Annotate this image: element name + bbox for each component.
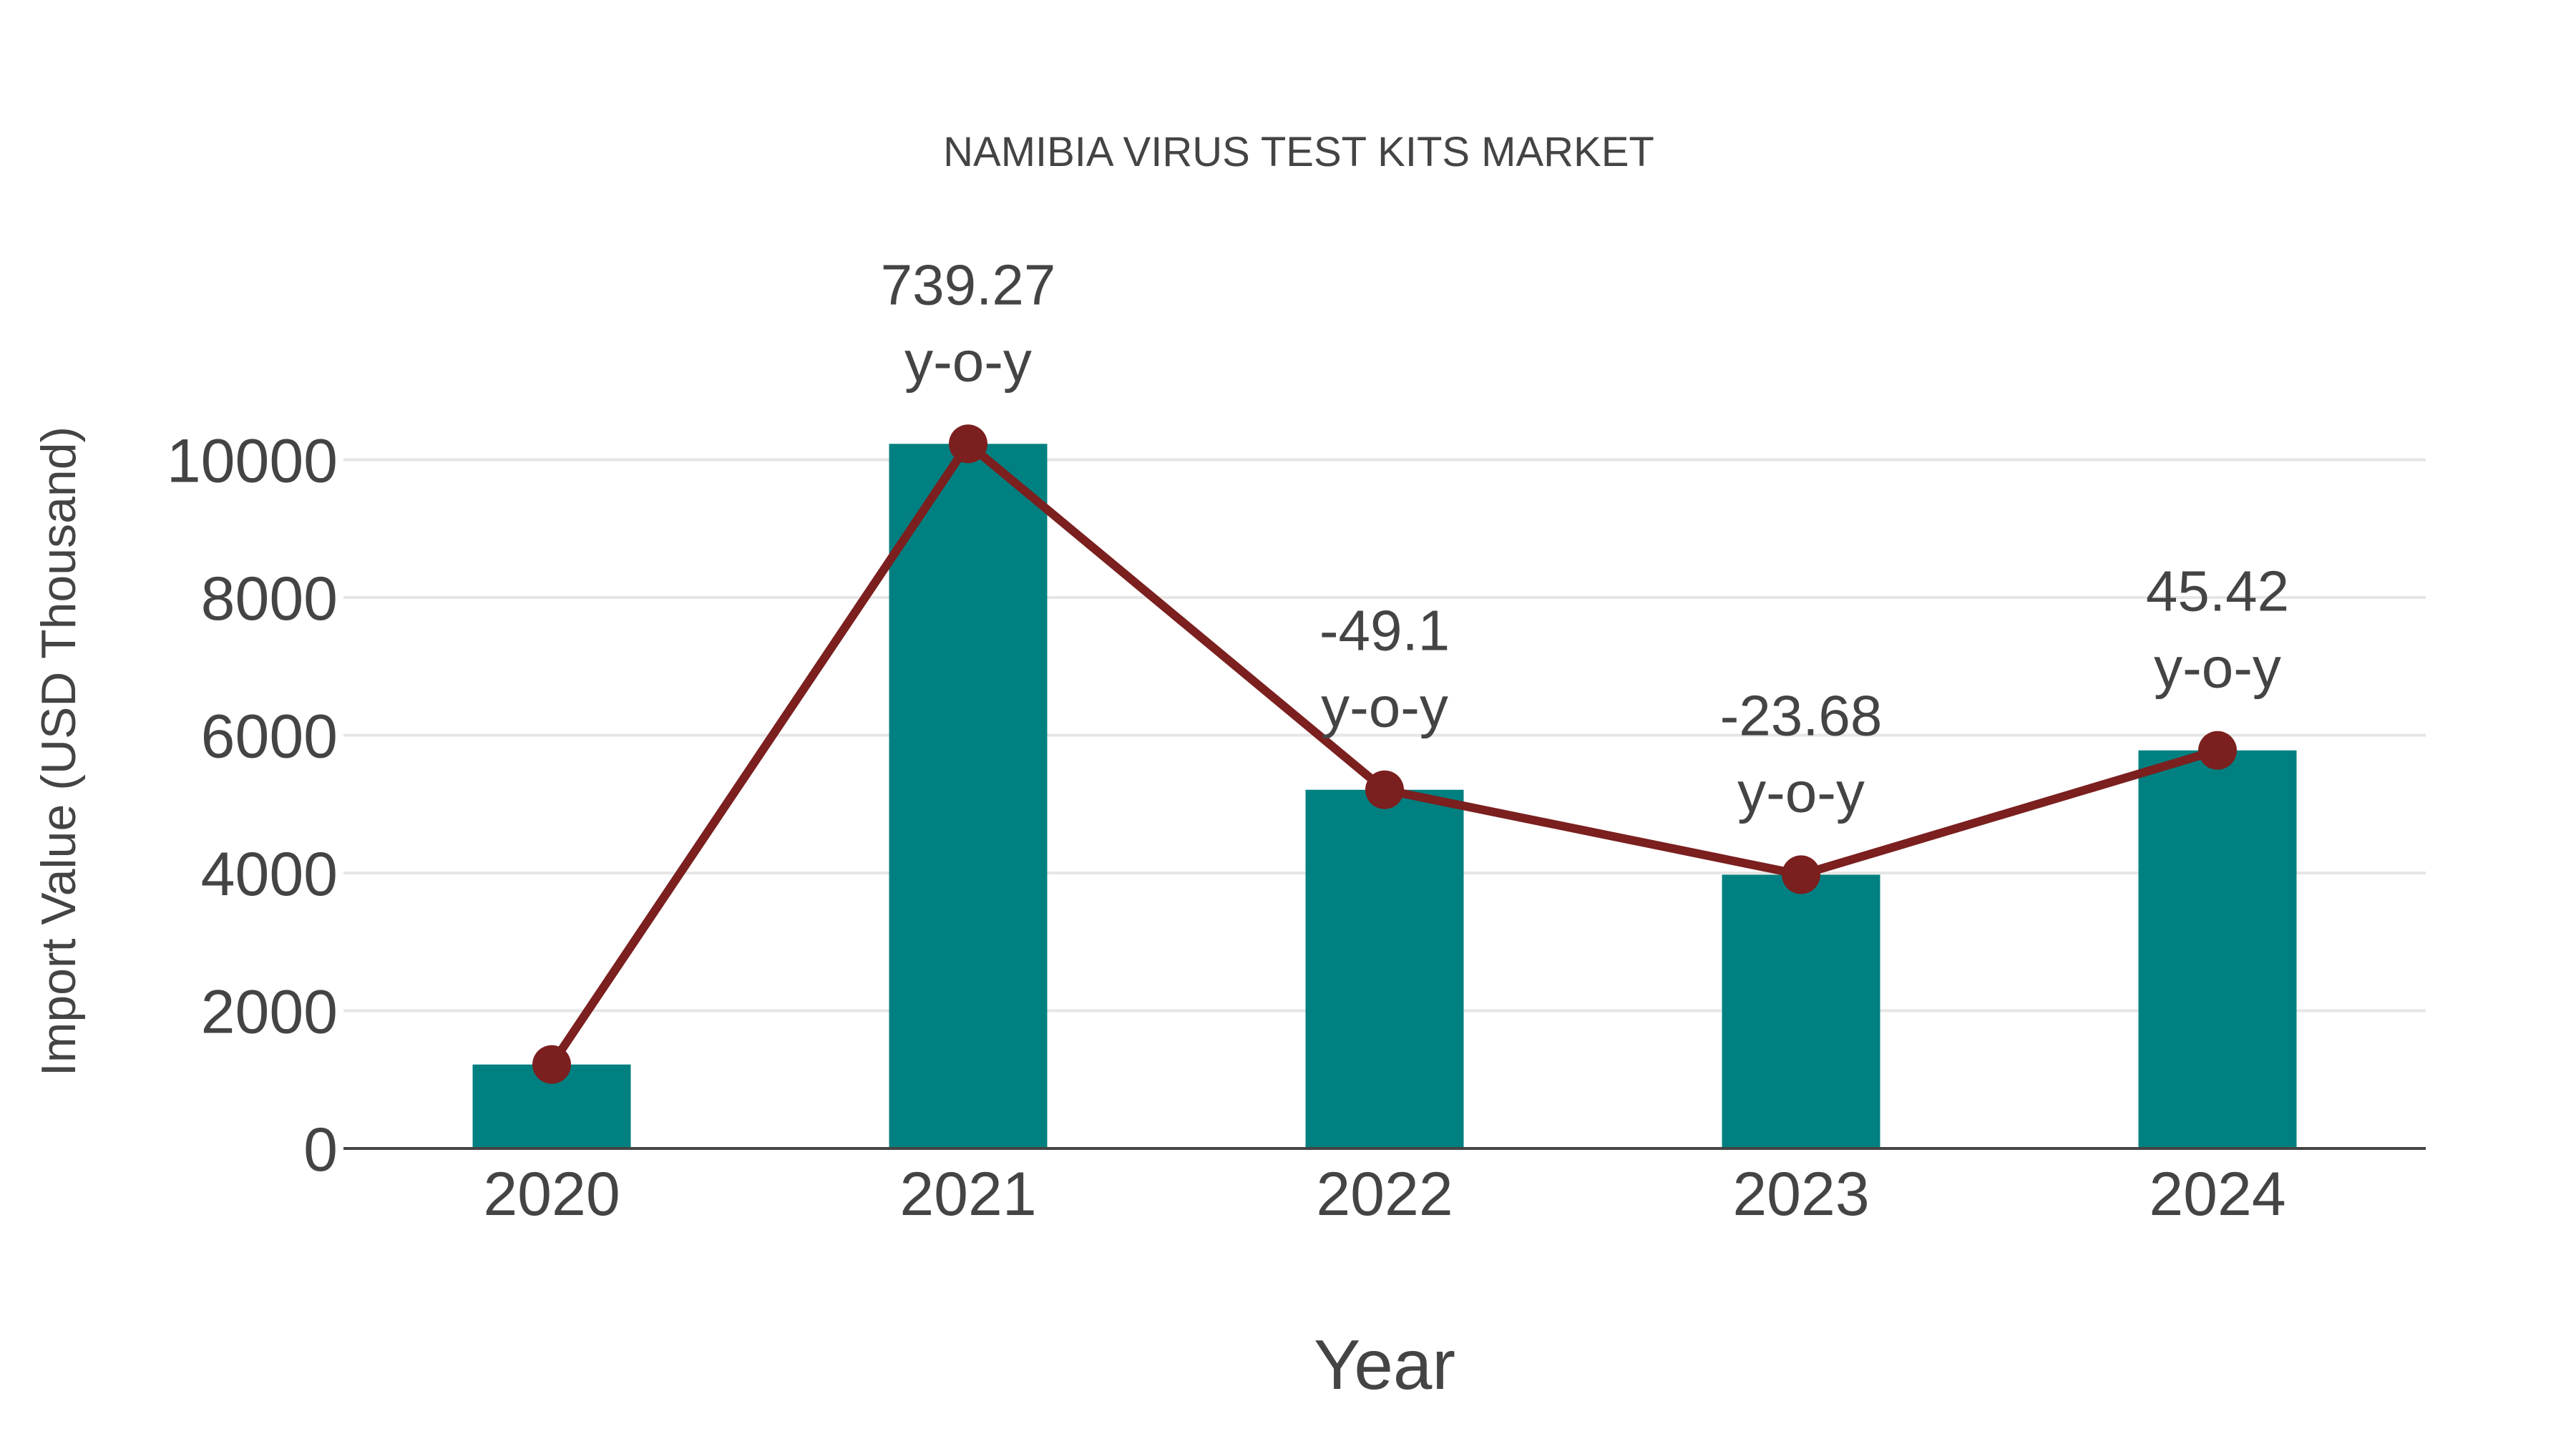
y-tick-label: 4000 — [201, 840, 338, 909]
y-tick-label: 8000 — [201, 565, 338, 633]
chart-title: NAMIBIA VIRUS TEST KITS MARKET — [943, 129, 1654, 175]
x-axis-title: Year — [1314, 1325, 1455, 1404]
line-marker — [1782, 855, 1820, 894]
line-marker — [1365, 770, 1404, 809]
yoy-suffix: y-o-y — [904, 329, 1032, 393]
x-tick-label: 2024 — [2149, 1160, 2285, 1229]
yoy-suffix: y-o-y — [1321, 675, 1448, 739]
y-axis-title: Import Value (USD Thousand) — [31, 426, 86, 1076]
bar-2022 — [1305, 789, 1464, 1148]
yoy-value: -49.1 — [1319, 599, 1450, 663]
y-tick-label: 10000 — [167, 427, 338, 496]
yoy-value: 739.27 — [881, 253, 1056, 316]
x-tick-label: 2023 — [1732, 1160, 1869, 1229]
yoy-annotations: 739.27 y-o-y -49.1 y-o-y -23.68 y-o-y 45.42 y-o… — [881, 253, 2289, 824]
x-tick-label: 2022 — [1316, 1160, 1453, 1229]
y-tick-label: 6000 — [201, 703, 338, 771]
line-marker — [2198, 731, 2237, 770]
yoy-value: 45.42 — [2146, 560, 2289, 623]
line-marker — [532, 1045, 571, 1084]
yoy-value: -23.68 — [1720, 683, 1883, 747]
yoy-suffix: y-o-y — [2154, 636, 2281, 700]
bar-series — [472, 444, 2297, 1148]
gridlines — [343, 458, 2426, 1013]
line-marker — [949, 424, 987, 464]
line-markers — [532, 424, 2237, 1084]
yoy-suffix: y-o-y — [1737, 760, 1865, 824]
bar-2021 — [889, 444, 1048, 1148]
bar-2024 — [2138, 750, 2297, 1148]
y-tick-label: 2000 — [201, 978, 338, 1047]
y-tick-label: 0 — [303, 1116, 338, 1184]
x-axis-ticks: 2020 2021 2022 2023 2024 — [483, 1160, 2285, 1229]
x-tick-label: 2020 — [483, 1160, 620, 1229]
y-axis-ticks: 0 2000 4000 6000 8000 10000 — [167, 427, 338, 1185]
x-tick-label: 2021 — [899, 1160, 1036, 1229]
bar-2023 — [1722, 874, 1880, 1148]
